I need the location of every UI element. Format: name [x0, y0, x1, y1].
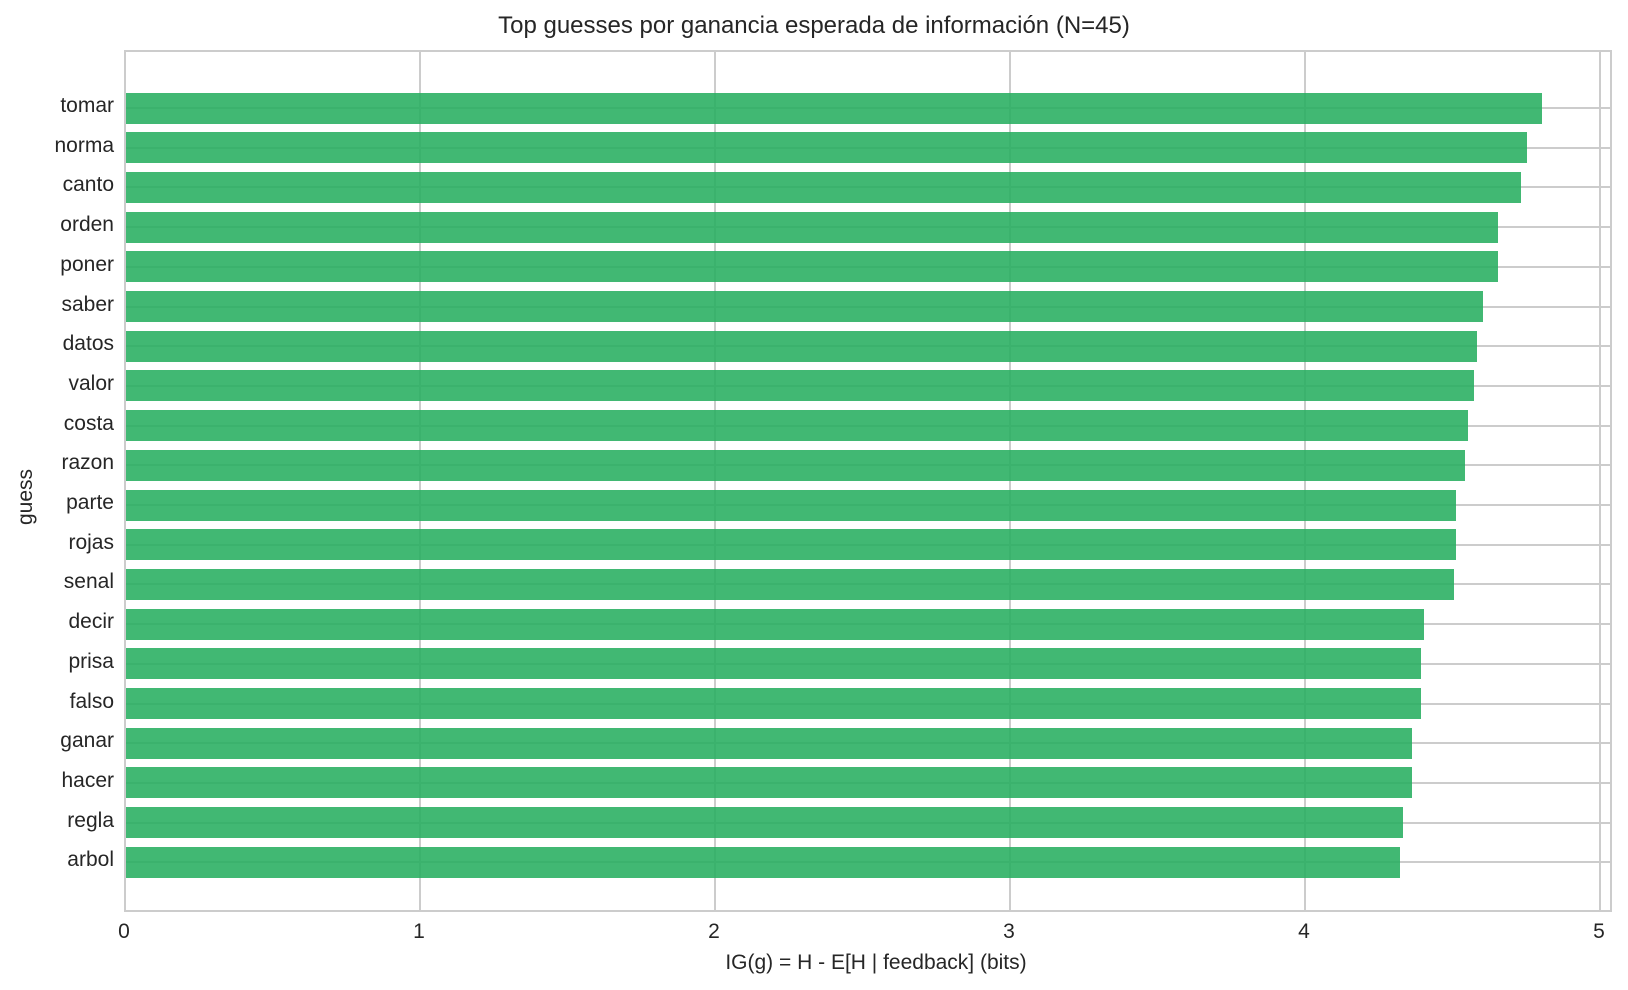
bar-regla	[126, 807, 1404, 839]
x-tick-label: 4	[1298, 920, 1310, 943]
x-gridline	[419, 52, 421, 910]
y-tick-label: prisa	[68, 649, 114, 673]
x-tick-label: 2	[708, 920, 720, 943]
x-gridline	[1009, 52, 1011, 910]
y-tick-label: costa	[63, 411, 114, 435]
bar-saber	[126, 291, 1483, 322]
y-tick-label: orden	[60, 213, 114, 237]
y-tick-label: norma	[54, 133, 114, 157]
bar-costa	[126, 410, 1469, 442]
y-tick-label: senal	[63, 570, 114, 594]
y-tick-label: hacer	[61, 768, 114, 792]
x-axis-label: IG(g) = H - E[H | feedback] (bits)	[725, 951, 1027, 974]
plot-area	[124, 50, 1612, 912]
bar-valor	[126, 370, 1475, 402]
y-tick-label: arbol	[67, 848, 114, 872]
bar-tomar	[126, 92, 1542, 124]
bar-poner	[126, 251, 1498, 283]
y-tick-label: valor	[68, 371, 114, 395]
x-gridline	[714, 52, 716, 910]
bar-prisa	[126, 648, 1422, 680]
bar-hacer	[126, 767, 1413, 799]
bar-norma	[126, 132, 1528, 164]
chart-title: Top guesses por ganancia esperada de inf…	[498, 12, 1130, 39]
y-tick-label: falso	[69, 689, 114, 713]
bar-datos	[126, 330, 1478, 362]
y-tick-label: regla	[67, 808, 114, 832]
bar-senal	[126, 568, 1454, 600]
bar-falso	[126, 688, 1422, 719]
y-axis-label: guess	[14, 468, 37, 526]
y-tick-label: saber	[61, 292, 114, 316]
bar-ganar	[126, 727, 1413, 759]
y-tick-label: parte	[66, 491, 114, 514]
y-tick-label: razon	[61, 451, 114, 475]
x-tick-label: 1	[413, 920, 425, 943]
bar-decir	[126, 608, 1424, 640]
x-tick-label: 5	[1593, 920, 1605, 943]
y-tick-label: rojas	[68, 530, 114, 554]
x-tick-label: 3	[1003, 920, 1015, 943]
bar-arbol	[126, 846, 1401, 878]
bar-orden	[126, 211, 1498, 243]
y-tick-label: tomar	[60, 94, 114, 117]
y-tick-label: datos	[62, 332, 114, 356]
bar-razon	[126, 449, 1466, 481]
x-tick-label: 0	[118, 920, 130, 943]
y-tick-label: canto	[62, 173, 114, 197]
bar-canto	[126, 171, 1522, 203]
y-tick-label: decir	[68, 610, 114, 634]
x-gridline	[1304, 52, 1306, 910]
y-tick-label: ganar	[60, 729, 114, 753]
y-tick-label: poner	[60, 252, 114, 276]
bar-parte	[126, 489, 1457, 521]
bar-rojas	[126, 529, 1457, 561]
x-gridline	[1599, 52, 1601, 910]
